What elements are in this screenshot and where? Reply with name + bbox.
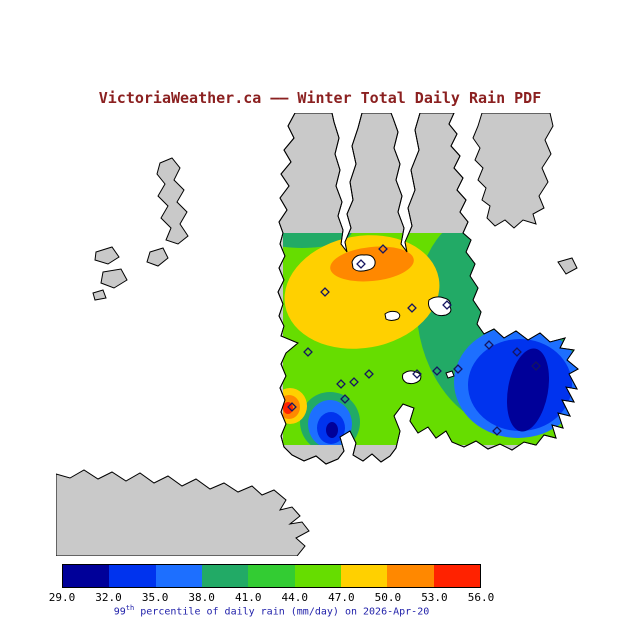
colorbar-tick-label: 35.0 (141, 591, 169, 604)
station-diamond-marker (512, 347, 522, 357)
colorbar-tick-label: 38.0 (188, 591, 215, 604)
colorbar-ticks: 29.0 32.0 35.0 38.0 41.0 44.0 47.0 50.0 53.0 56.0 (49, 591, 495, 604)
colorbar-tick-label: 44.0 (281, 591, 309, 604)
station-diamond-marker (349, 377, 359, 387)
station-diamond-marker (442, 300, 452, 310)
contour-blob (506, 348, 550, 432)
small-islands (351, 254, 455, 385)
station-diamond-marker (492, 426, 502, 436)
station-markers (287, 244, 541, 436)
station-diamond-marker (356, 259, 366, 269)
colorbar-segment (155, 565, 202, 587)
station-diamond-marker (364, 369, 374, 379)
station-diamond-marker (453, 364, 463, 374)
islet-5 (445, 370, 455, 379)
colorbar-tick-label: 56.0 (467, 591, 495, 604)
colorbar-tick-label: 50.0 (374, 591, 402, 604)
colorbar-tick-label: 32.0 (95, 591, 122, 604)
station-diamond-marker (340, 394, 350, 404)
colorbar-segment (294, 565, 341, 587)
colorbar-segment (433, 565, 480, 587)
colorbar-segment (248, 565, 295, 587)
contour-blob (326, 422, 338, 438)
caption-percentile-number: 99 (113, 606, 126, 618)
contour-blob (283, 233, 352, 248)
colorbar-caption: 99th percentile of daily rain (mm/day) o… (62, 604, 481, 617)
station-diamond-marker (484, 340, 494, 350)
colorbar-tick-label: 29.0 (48, 591, 76, 604)
colorbar-segment (201, 565, 249, 587)
station-diamond-marker (432, 366, 442, 376)
colorbar-segment (109, 565, 156, 587)
station-diamond-marker (407, 303, 417, 313)
station-diamond-marker (320, 287, 330, 297)
station-diamond-marker (378, 244, 388, 254)
colorbar-tick-label: 53.0 (421, 591, 448, 604)
caption-superscript: th (125, 604, 135, 612)
caption-text: percentile of daily rain (mm/day) on 202… (134, 606, 430, 618)
station-diamond-marker (287, 402, 297, 412)
station-diamond-marker (412, 369, 422, 379)
islet-3 (428, 296, 452, 317)
colorbar-segment (387, 565, 434, 587)
colorbar-segment (63, 565, 110, 587)
islet-4 (402, 370, 422, 385)
station-diamond-marker (303, 347, 313, 357)
islet-2 (384, 310, 401, 321)
colorbar-segment (340, 565, 388, 587)
station-diamond-marker (336, 379, 346, 389)
map-title: VictoriaWeather.ca —— Winter Total Daily… (98, 89, 542, 107)
station-diamond-marker (531, 361, 541, 371)
colorbar (62, 564, 481, 588)
colorbar-tick-label: 41.0 (234, 591, 262, 604)
colorbar-tick-label: 47.0 (328, 591, 355, 604)
